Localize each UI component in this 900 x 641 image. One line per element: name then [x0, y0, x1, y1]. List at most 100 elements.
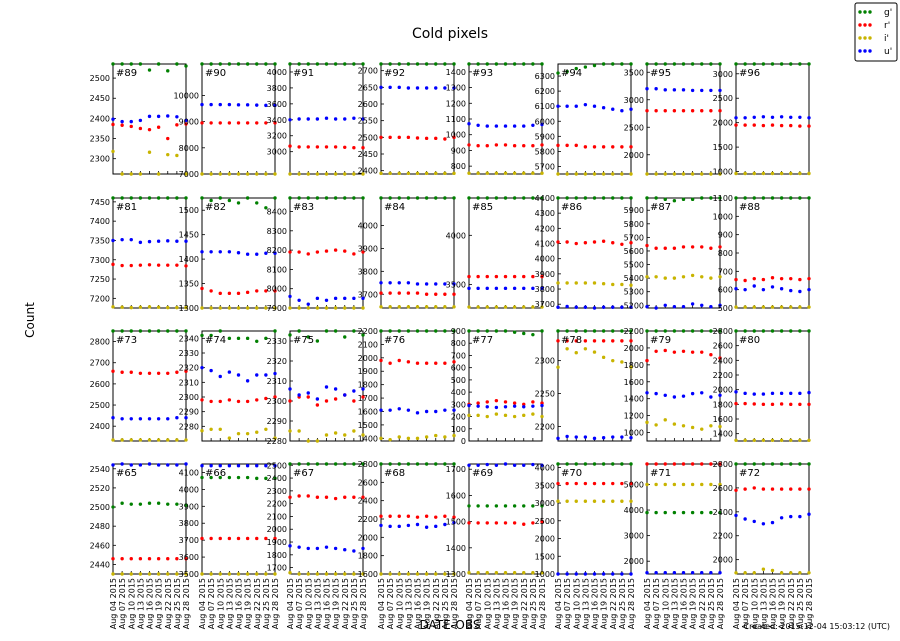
data-point — [147, 305, 152, 309]
data-point — [743, 571, 747, 575]
data-point — [672, 329, 677, 333]
y-tick-label: 200 — [451, 413, 466, 422]
data-point — [734, 401, 738, 406]
panel-frame — [112, 63, 187, 175]
data-point — [406, 408, 411, 412]
data-point — [779, 571, 784, 575]
data-point — [333, 196, 338, 200]
data-point — [709, 196, 713, 200]
data-point — [592, 339, 597, 343]
data-point — [343, 196, 347, 200]
data-point — [789, 123, 793, 128]
data-point — [129, 124, 133, 129]
data-point — [645, 243, 649, 248]
data-point — [175, 123, 179, 127]
data-point — [556, 196, 560, 200]
data-point — [434, 409, 438, 414]
data-point — [218, 306, 222, 310]
data-point — [111, 572, 115, 576]
data-point — [175, 196, 179, 200]
data-point — [672, 571, 677, 575]
data-point — [227, 436, 232, 440]
x-tick-label: Aug 28 2015 — [538, 578, 547, 629]
data-point — [415, 329, 420, 333]
data-point — [761, 196, 766, 200]
y-tick-label: 400 — [451, 388, 466, 397]
data-point — [255, 172, 259, 176]
data-point — [601, 329, 606, 333]
data-point — [297, 462, 301, 466]
data-point — [209, 399, 213, 404]
data-point — [379, 62, 383, 66]
data-point — [138, 196, 143, 200]
data-point — [306, 306, 310, 310]
data-point — [209, 102, 213, 107]
data-point — [424, 292, 429, 296]
data-point — [147, 68, 152, 72]
data-point — [434, 524, 438, 529]
data-point — [111, 62, 115, 66]
data-point — [361, 172, 365, 176]
data-point — [443, 305, 447, 309]
data-point — [620, 305, 624, 309]
data-point — [209, 306, 213, 310]
data-point — [406, 462, 411, 466]
panel-label: #95 — [650, 68, 671, 79]
data-point — [512, 404, 517, 408]
data-point — [306, 62, 310, 66]
data-point — [156, 329, 161, 333]
data-point — [255, 252, 259, 256]
y-tick-label: 100 — [451, 425, 466, 434]
data-point — [467, 570, 471, 575]
y-tick-label: 3000 — [713, 70, 733, 79]
data-point — [245, 336, 250, 341]
data-point — [138, 305, 143, 309]
panel-label: #90 — [205, 68, 226, 79]
data-point — [147, 438, 152, 442]
data-point — [690, 425, 695, 430]
data-point — [503, 329, 508, 333]
data-point — [672, 510, 677, 515]
data-point — [452, 360, 456, 364]
data-point — [218, 329, 222, 333]
data-point — [306, 252, 310, 256]
data-point — [565, 143, 569, 148]
data-point — [718, 245, 722, 249]
data-point — [620, 196, 624, 200]
data-point — [654, 306, 658, 310]
data-point — [512, 463, 517, 468]
data-point — [227, 536, 232, 541]
x-tick-label: Aug 16 2015 — [591, 578, 600, 629]
data-point — [700, 62, 704, 66]
data-point — [743, 116, 747, 120]
data-point — [592, 240, 597, 244]
data-point — [789, 115, 793, 119]
legend-marker — [858, 10, 862, 14]
panel-frame — [646, 330, 721, 442]
data-point — [147, 556, 152, 561]
data-point — [620, 145, 624, 149]
data-point — [166, 114, 170, 118]
data-point — [494, 463, 499, 468]
data-point — [424, 572, 429, 576]
data-point — [209, 198, 213, 203]
y-tick-label: 2300 — [179, 393, 199, 402]
data-point — [718, 510, 722, 515]
data-point — [654, 391, 658, 396]
data-point — [690, 350, 695, 354]
y-tick-label: 3000 — [267, 148, 287, 157]
data-point — [156, 572, 161, 576]
data-point — [681, 304, 686, 309]
y-tick-label: 3600 — [267, 100, 287, 109]
data-point — [611, 435, 615, 439]
data-point — [700, 350, 704, 354]
data-point — [583, 462, 588, 466]
data-point — [574, 196, 578, 200]
x-tick-label: Aug 13 2015 — [670, 578, 679, 629]
data-point — [129, 556, 133, 561]
data-point — [761, 171, 766, 176]
data-point — [264, 121, 268, 125]
data-point — [443, 435, 447, 439]
